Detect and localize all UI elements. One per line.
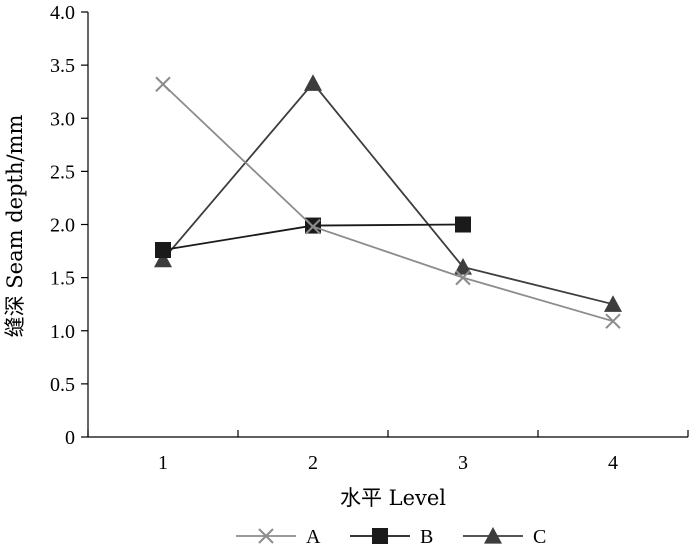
- data-point-a: [155, 76, 171, 92]
- x-axis-ticks: 1 2 3 4: [87, 430, 689, 474]
- data-point-a: [455, 269, 471, 286]
- series-layer: [154, 74, 622, 329]
- y-axis-ticks: 0 0.5 1.0 1.5 2.0 2.5 3.0 3.5 4.0: [50, 2, 88, 449]
- legend-label: A: [306, 526, 321, 548]
- data-point-a: [305, 218, 321, 235]
- series-c: [154, 74, 622, 312]
- legend-label: B: [420, 526, 433, 548]
- legend: A B C: [236, 526, 546, 548]
- legend-label: C: [533, 526, 546, 548]
- series-a: [155, 76, 621, 329]
- legend-item-a: A: [236, 526, 321, 548]
- x-tick-label: 4: [608, 452, 618, 474]
- y-axis-title: 缝深 Seam depth/mm: [3, 115, 27, 338]
- data-point-a: [605, 313, 621, 329]
- data-point-c: [154, 250, 172, 268]
- y-tick-label: 3.0: [50, 108, 75, 130]
- legend-marker-c: [484, 527, 502, 544]
- y-tick-label: 2.0: [50, 215, 75, 237]
- x-axis-title: 水平 Level: [340, 486, 446, 510]
- x-tick-label: 2: [308, 452, 318, 474]
- legend-item-b: B: [350, 526, 433, 548]
- y-tick-label: 1.0: [50, 321, 75, 343]
- x-tick-label: 3: [458, 452, 468, 474]
- data-point-b: [155, 242, 171, 258]
- y-tick-label: 2.5: [50, 161, 75, 183]
- y-tick-label: 0: [65, 427, 75, 449]
- data-point-c: [454, 258, 472, 275]
- y-tick-label: 4.0: [50, 2, 75, 24]
- series-line-a: [162, 83, 614, 323]
- series-b: [155, 216, 471, 258]
- legend-marker-b: [372, 528, 388, 544]
- y-tick-label: 3.5: [50, 55, 75, 77]
- y-tick-label: 1.5: [50, 268, 75, 290]
- series-line-c: [162, 81, 614, 306]
- y-tick-label: 0.5: [50, 374, 75, 396]
- legend-marker-a: [258, 528, 274, 544]
- data-point-c: [304, 74, 322, 91]
- x-tick-label: 1: [158, 452, 168, 474]
- legend-item-c: C: [463, 526, 546, 548]
- data-point-b: [455, 216, 471, 233]
- data-point-c: [604, 295, 622, 312]
